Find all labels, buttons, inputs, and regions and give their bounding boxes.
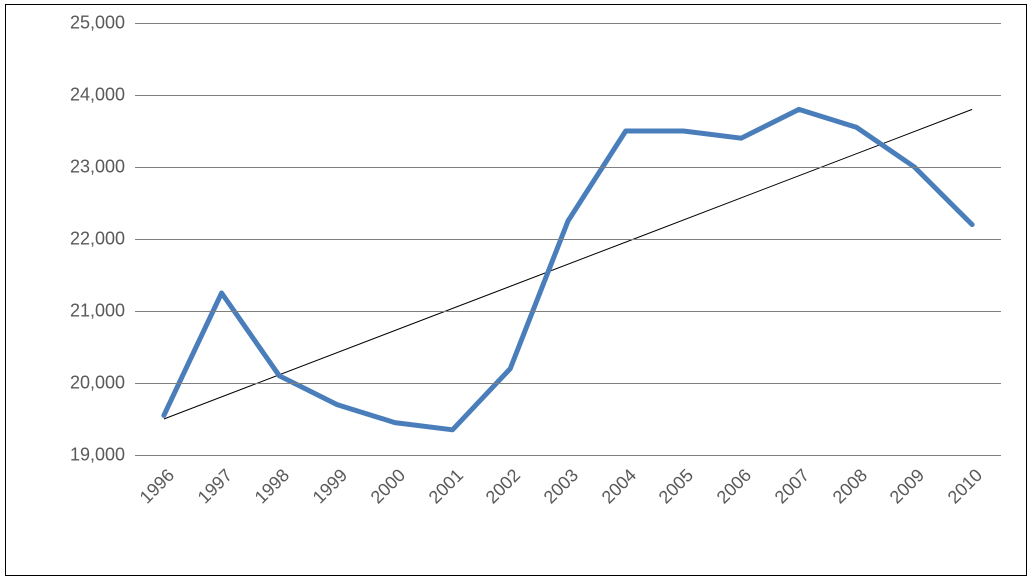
gridline xyxy=(135,455,1001,456)
x-tick-label: 2008 xyxy=(821,465,871,515)
gridline xyxy=(135,311,1001,312)
data-series-line xyxy=(164,109,972,429)
x-tick-label: 2004 xyxy=(590,465,640,515)
x-tick-label: 2009 xyxy=(879,465,929,515)
x-tick-label: 2006 xyxy=(706,465,756,515)
y-tick-label: 25,000 xyxy=(55,13,125,34)
x-tick-label: 2005 xyxy=(648,465,698,515)
gridline xyxy=(135,239,1001,240)
gridline xyxy=(135,167,1001,168)
y-tick-label: 19,000 xyxy=(55,445,125,466)
gridline xyxy=(135,383,1001,384)
y-tick-label: 20,000 xyxy=(55,373,125,394)
x-tick-label: 1998 xyxy=(244,465,294,515)
trend-line xyxy=(164,109,972,419)
x-tick-label: 1997 xyxy=(186,465,236,515)
x-tick-label: 2007 xyxy=(764,465,814,515)
x-tick-label: 2000 xyxy=(359,465,409,515)
chart-container: 19,000 20,000 21,000 22,000 23,000 24,000 25,0… xyxy=(0,0,1031,580)
y-tick-label: 21,000 xyxy=(55,301,125,322)
x-tick-label: 1996 xyxy=(129,465,179,515)
x-tick-label: 2002 xyxy=(475,465,525,515)
y-tick-label: 22,000 xyxy=(55,229,125,250)
gridline xyxy=(135,95,1001,96)
x-tick-label: 2010 xyxy=(937,465,987,515)
y-tick-label: 24,000 xyxy=(55,85,125,106)
x-tick-label: 1999 xyxy=(302,465,352,515)
x-tick-label: 2003 xyxy=(533,465,583,515)
x-tick-label: 2001 xyxy=(417,465,467,515)
plot-area xyxy=(135,23,1001,455)
gridline xyxy=(135,23,1001,24)
y-tick-label: 23,000 xyxy=(55,157,125,178)
